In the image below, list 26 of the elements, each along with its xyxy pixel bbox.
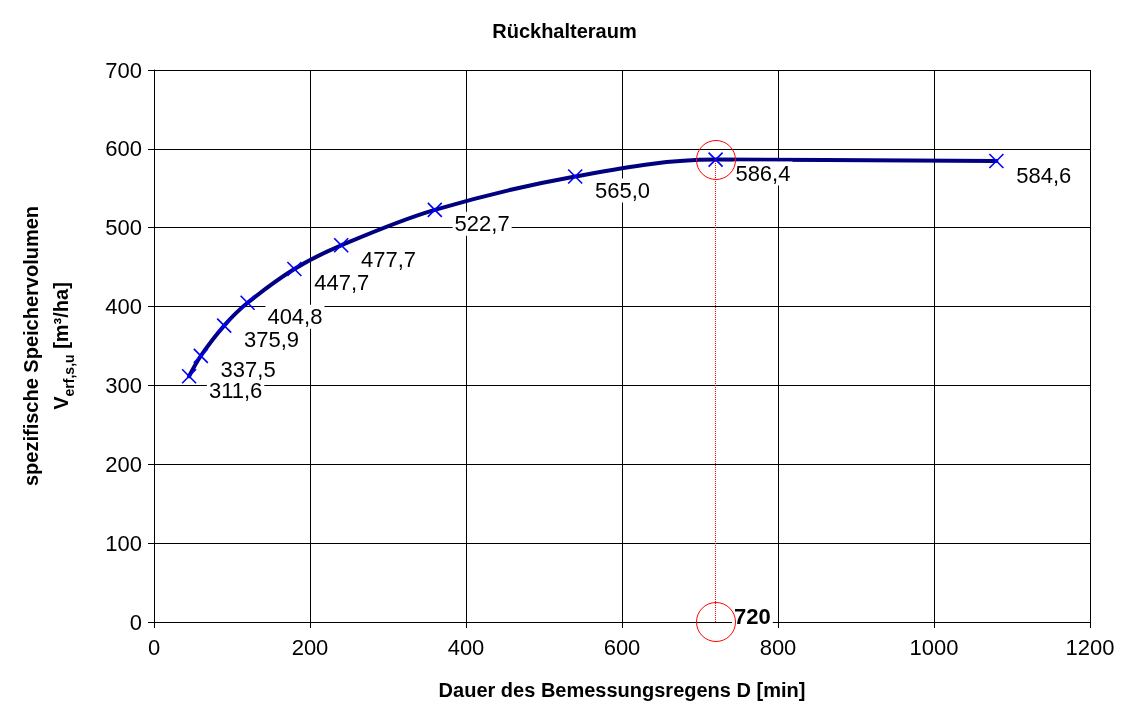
x-tick-label: 0 <box>147 634 161 660</box>
data-label: 404,8 <box>267 304 323 330</box>
x-tick-label: 600 <box>603 634 641 660</box>
data-label: 565,0 <box>595 177 651 203</box>
y-tick-label: 500 <box>105 215 142 241</box>
data-label: 477,7 <box>361 246 417 272</box>
ref-line-label: 720 <box>734 603 771 629</box>
y-tick-label: 700 <box>105 57 142 83</box>
x-tick-label: 800 <box>759 634 797 660</box>
y-tick-label: 400 <box>105 294 142 320</box>
x-tick-label: 1000 <box>909 634 959 660</box>
data-label: 447,7 <box>314 270 370 296</box>
x-tick-label: 400 <box>447 634 485 660</box>
y-tick-label: 300 <box>105 372 142 398</box>
data-label: 584,6 <box>1016 162 1072 188</box>
data-label: 586,4 <box>735 161 791 187</box>
y-tick-label: 0 <box>129 609 142 635</box>
x-tick-label: 200 <box>291 634 329 660</box>
y-tick-label: 100 <box>105 530 142 556</box>
chart-title: Rückhalteraum <box>492 20 637 42</box>
x-tick-label: 1200 <box>1065 634 1115 660</box>
y-tick-label: 200 <box>105 451 142 477</box>
data-label: 522,7 <box>454 211 510 237</box>
x-axis-title: Dauer des Bemessungsregens D [min] <box>438 679 806 701</box>
data-label: 375,9 <box>244 327 300 353</box>
y-tick-label: 600 <box>105 136 142 162</box>
